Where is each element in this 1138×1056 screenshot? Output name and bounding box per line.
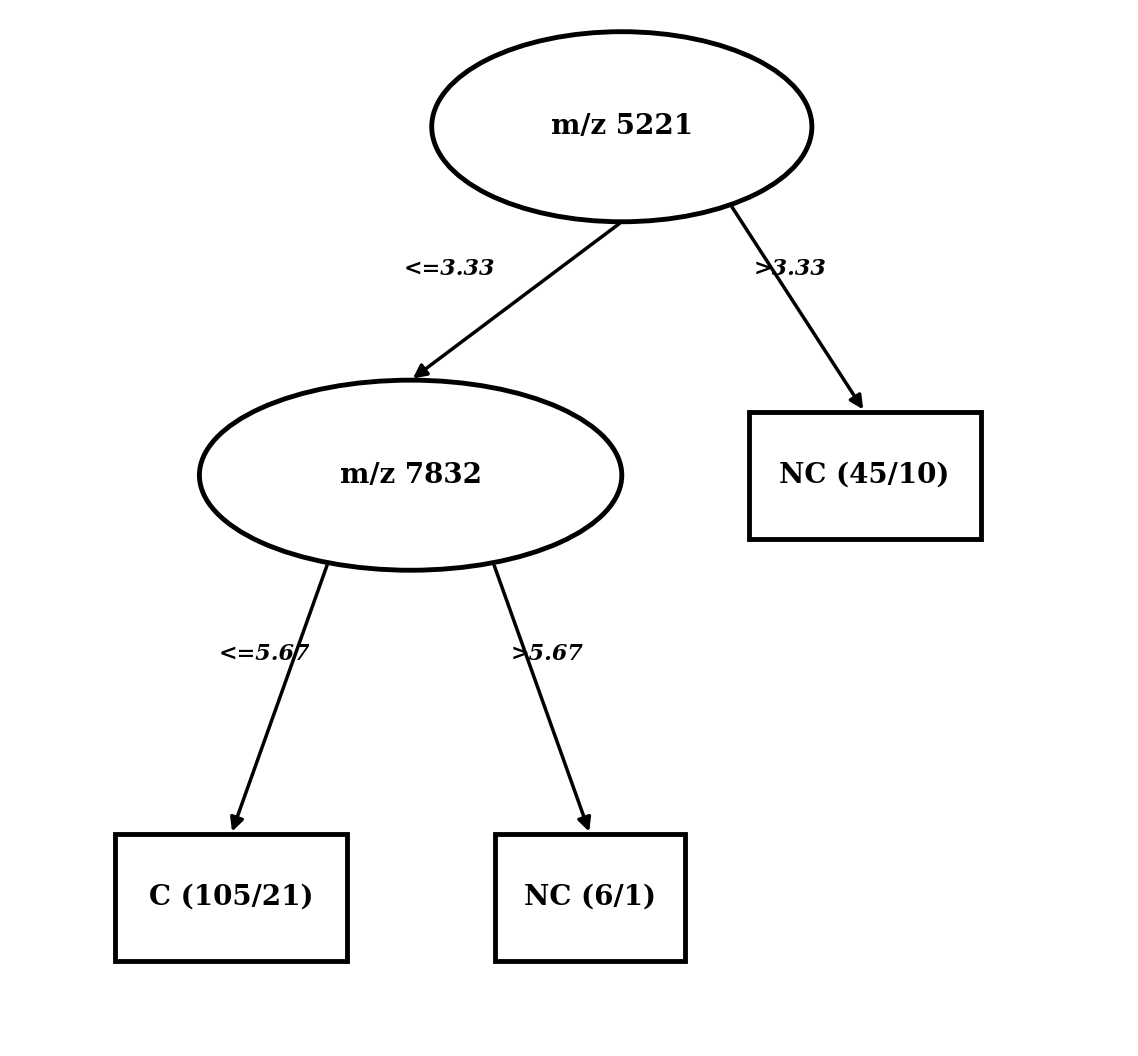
Ellipse shape (199, 380, 621, 570)
Text: <=5.67: <=5.67 (218, 643, 311, 665)
FancyBboxPatch shape (115, 834, 347, 961)
Text: C (105/21): C (105/21) (149, 884, 313, 911)
Text: m/z 7832: m/z 7832 (339, 461, 481, 489)
Text: <=3.33: <=3.33 (404, 258, 495, 280)
FancyBboxPatch shape (495, 834, 685, 961)
Text: m/z 5221: m/z 5221 (551, 113, 693, 140)
Ellipse shape (431, 32, 811, 222)
Text: NC (6/1): NC (6/1) (525, 884, 657, 911)
Text: >3.33: >3.33 (753, 258, 826, 280)
Text: NC (45/10): NC (45/10) (780, 461, 950, 489)
FancyBboxPatch shape (749, 412, 981, 539)
Text: >5.67: >5.67 (511, 643, 584, 665)
